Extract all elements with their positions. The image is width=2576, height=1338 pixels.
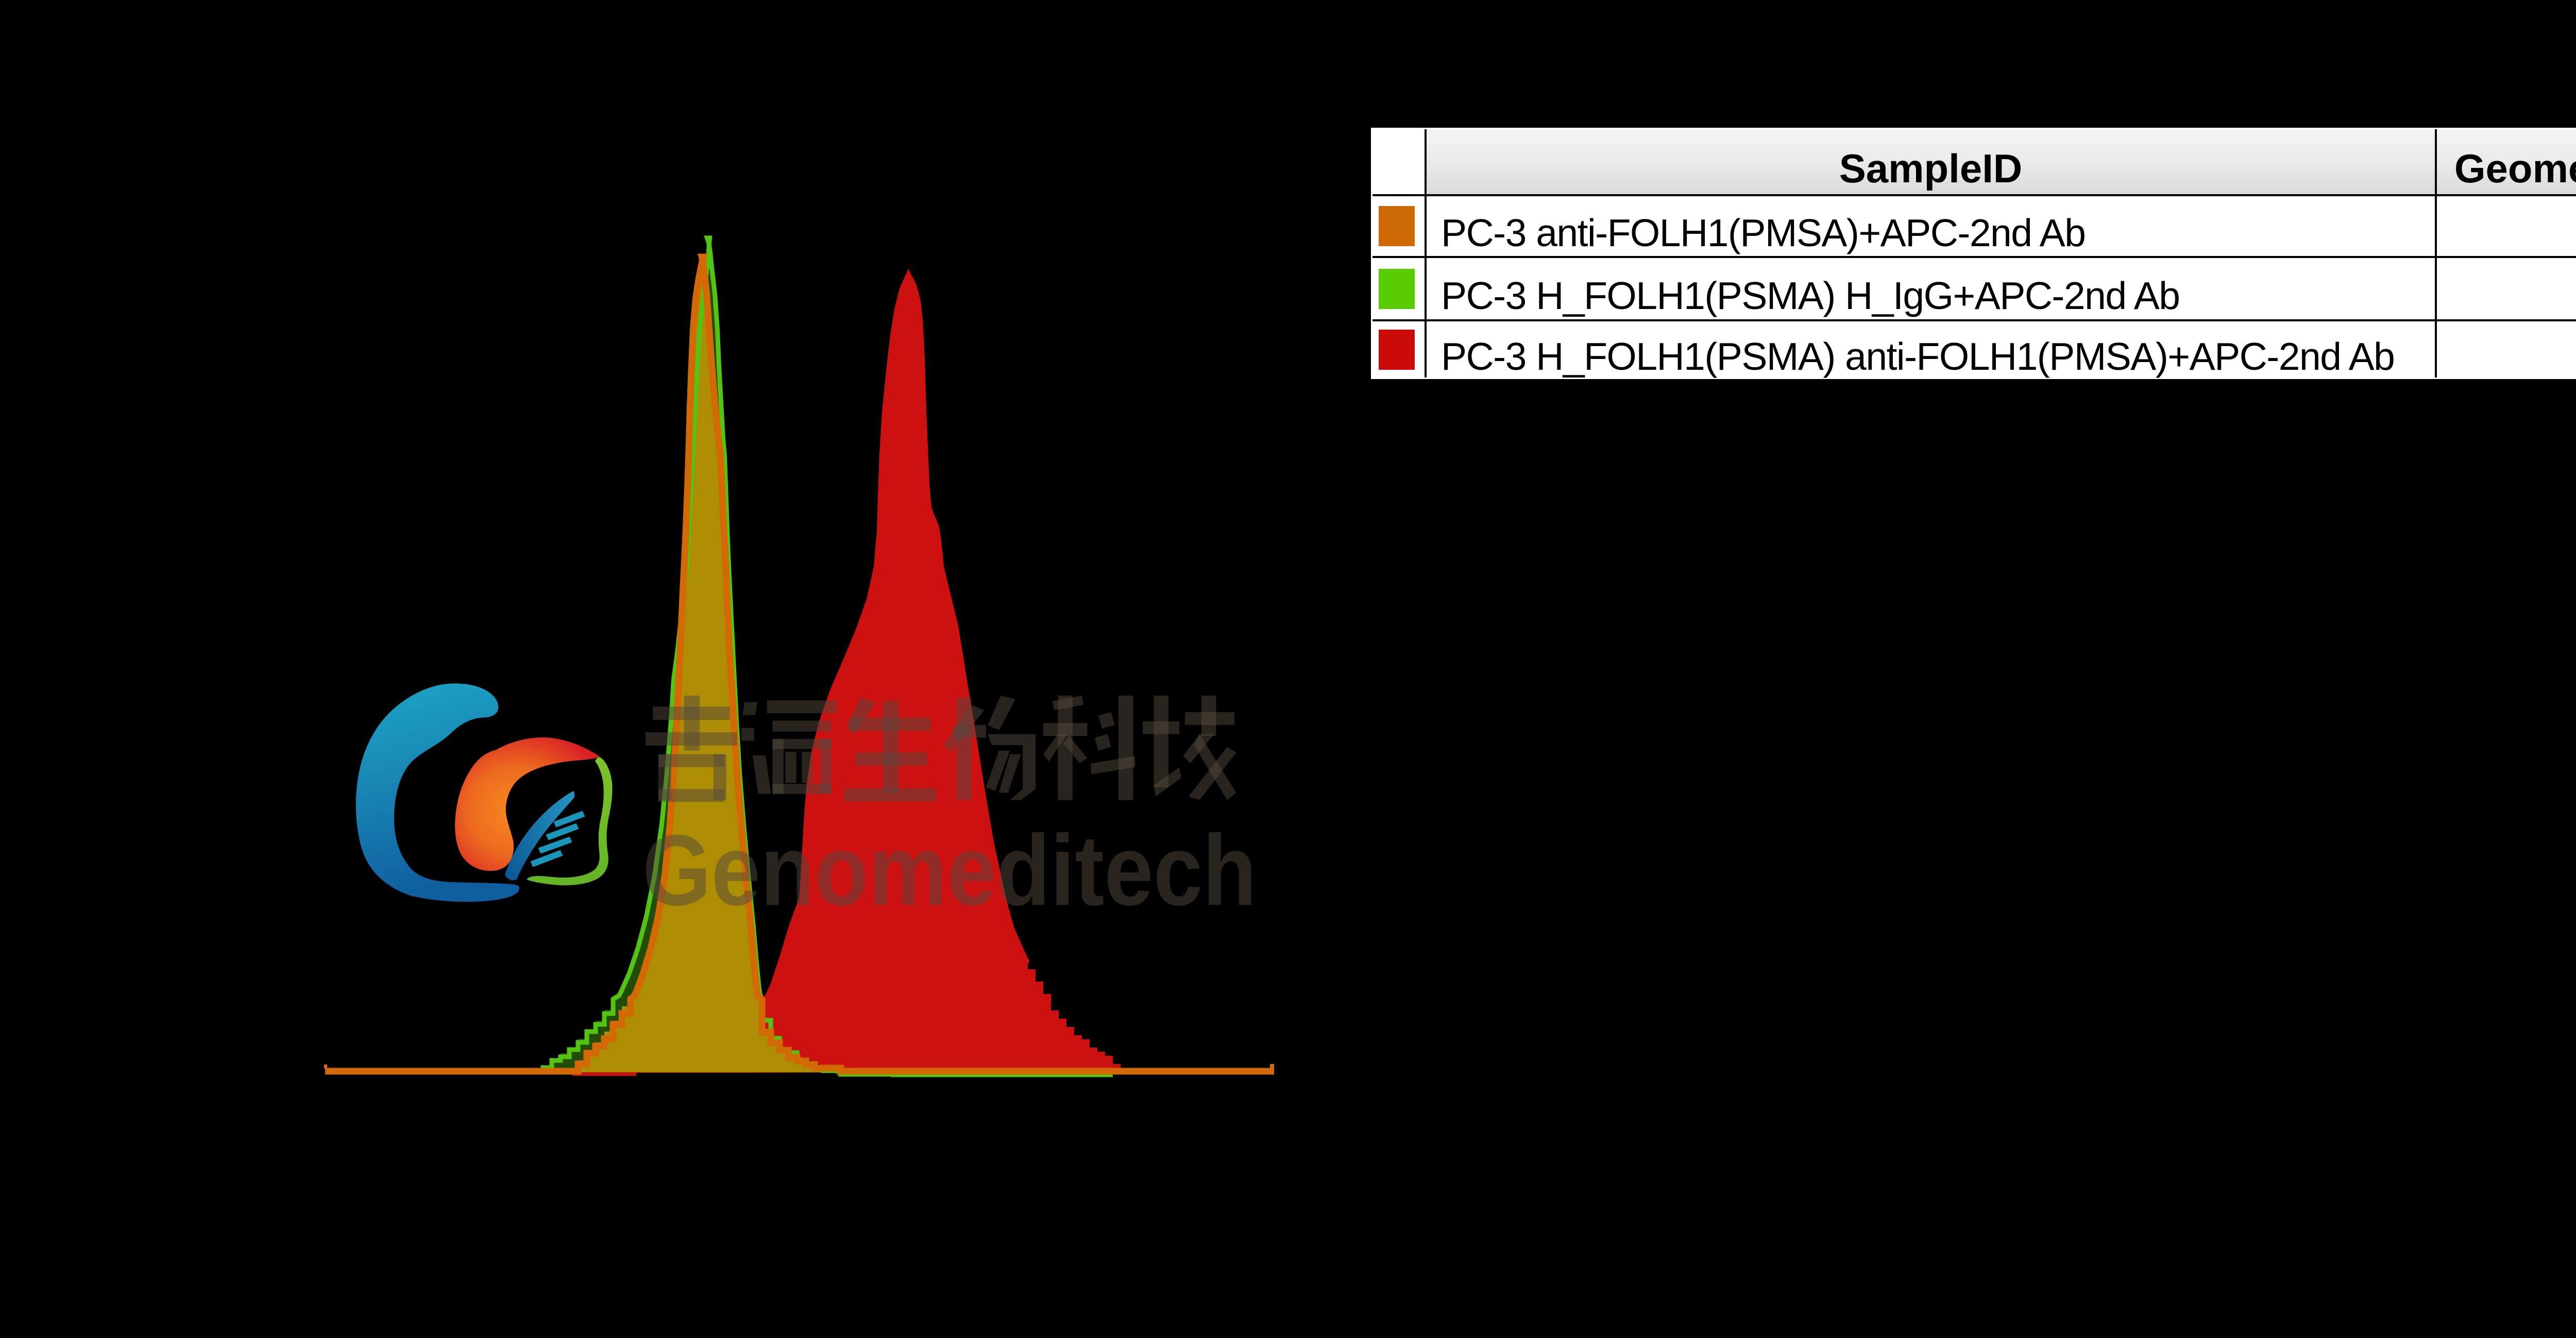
svg-text:Genomeditech: Genomeditech [642,814,1257,927]
